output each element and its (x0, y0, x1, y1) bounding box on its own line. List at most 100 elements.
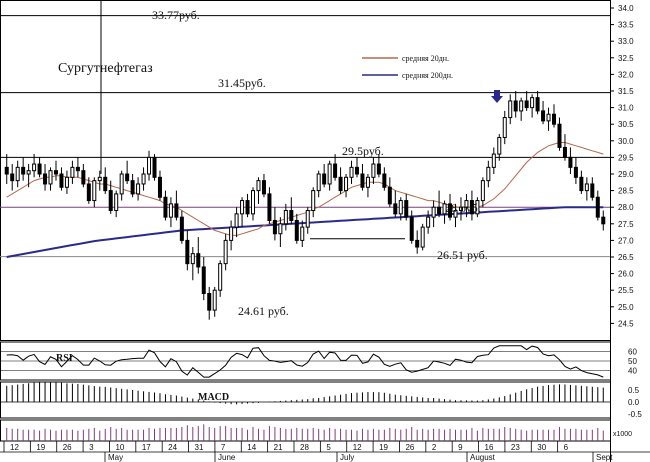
tick-label: 28.0 (618, 203, 634, 212)
date-label: 30 (537, 443, 546, 452)
candle-body (92, 180, 97, 202)
date-label: 7 (221, 443, 226, 452)
candle-body (464, 200, 469, 208)
candle-body (376, 163, 381, 175)
date-label: 23 (511, 443, 520, 452)
candle-body (579, 176, 584, 192)
volume-frame (0, 419, 611, 442)
candle-body (491, 153, 496, 168)
candle-body (245, 200, 250, 215)
month-label: May (108, 453, 123, 462)
candle-body (218, 263, 223, 291)
tick-label: 31.5 (618, 87, 634, 96)
candle-body (590, 183, 595, 198)
candle-body (573, 166, 578, 178)
date-label: 5 (326, 443, 331, 452)
candle-body (119, 173, 124, 195)
date-label: 14 (247, 443, 256, 452)
candle-body (442, 203, 447, 215)
candle-body (97, 176, 102, 182)
candle-body (519, 100, 524, 112)
level-label: 33.77руб. (152, 8, 200, 22)
candle-body (601, 216, 606, 225)
tick-label: 50 (628, 357, 637, 366)
date-label: 21 (274, 443, 283, 452)
candle-body (267, 193, 272, 221)
grid (0, 0, 611, 341)
candle-body (53, 170, 58, 175)
tick-label: 25.5 (618, 286, 634, 295)
candle-body (21, 166, 26, 175)
candle-body (234, 213, 239, 228)
tick-label: 33.0 (618, 37, 634, 46)
candle-body (59, 173, 64, 188)
candle-body (37, 163, 42, 175)
candle-body (322, 173, 327, 185)
candle-body (141, 173, 146, 185)
candle-body (568, 156, 573, 168)
candle-body (371, 163, 376, 178)
candle-body (125, 173, 130, 182)
candle-body (256, 180, 261, 192)
candle-body (32, 163, 37, 172)
macd-frame (0, 381, 611, 419)
tick-label: 33.5 (618, 21, 634, 30)
candle-body (398, 200, 403, 215)
candle-body (513, 100, 518, 112)
price-frame (0, 0, 611, 341)
candle-body (48, 170, 53, 185)
tick-label: 27.5 (618, 220, 634, 229)
level-label: 24.61 руб. (238, 304, 289, 318)
tick-label: 26.0 (618, 270, 634, 279)
date-label: 24 (168, 443, 177, 452)
date-label: 19 (379, 443, 388, 452)
date-label: 31 (195, 443, 204, 452)
candle-body (349, 166, 354, 178)
candle-body (174, 203, 179, 218)
macd-label: MACD (198, 392, 229, 403)
candle-body (163, 196, 168, 218)
candle-body (251, 190, 256, 215)
candle-body (469, 200, 474, 215)
tick-label: 60 (628, 348, 637, 357)
macd-panel: 0.5 0.0 -0.5 MACD (0, 381, 642, 419)
volume-unit: x1000 (613, 431, 632, 438)
candle-body (114, 193, 119, 212)
candle-body (190, 253, 195, 265)
candle-body (360, 173, 365, 188)
candle-body (530, 97, 535, 109)
candle-body (289, 210, 294, 221)
candle-body (486, 166, 491, 182)
date-label: 9 (458, 443, 463, 452)
candle-body (327, 163, 332, 185)
candle-body (240, 200, 245, 215)
candle-body (179, 216, 184, 241)
candle-body (201, 266, 206, 295)
month-label: June (218, 453, 236, 462)
date-label: 26 (405, 443, 414, 452)
candle-body (584, 183, 589, 192)
level-label: 26.51 руб. (437, 248, 488, 262)
tick-label: 31.0 (618, 104, 634, 113)
tick-label: 24.5 (618, 319, 634, 328)
tick-label: 40 (628, 367, 637, 376)
candle-body (64, 176, 69, 188)
candle-body (185, 239, 190, 265)
tick-label: 30.0 (618, 137, 634, 146)
date-label: 2 (432, 443, 437, 452)
candle-body (86, 183, 91, 202)
candle-body (344, 176, 349, 192)
candle-body (333, 163, 338, 178)
candle-body (453, 210, 458, 218)
annotations: Сургутнефтегаз 33.77руб. 31.45руб. 29.5руб.… (58, 8, 503, 318)
candle-body (437, 206, 442, 215)
month-label: July (340, 453, 354, 462)
candle-body (108, 190, 113, 212)
candle-body (535, 97, 540, 112)
tick-label: 29.0 (618, 170, 634, 179)
month-label: August (470, 453, 496, 462)
candle-body (404, 200, 409, 218)
candle-body (81, 170, 86, 185)
